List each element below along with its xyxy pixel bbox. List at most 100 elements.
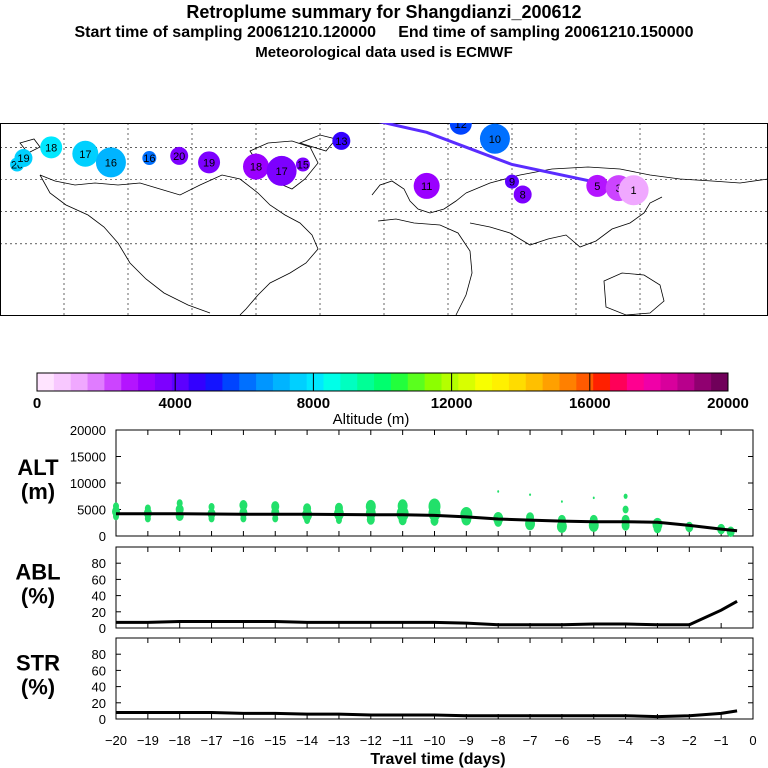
colorbar-swatch xyxy=(390,373,409,391)
colorbar-swatch xyxy=(306,373,325,391)
x-tick-label: −7 xyxy=(523,733,538,748)
colorbar-swatch xyxy=(660,373,678,391)
cluster-label: 15 xyxy=(297,159,309,171)
x-axis-label: Travel time (days) xyxy=(370,751,505,768)
coast-australia xyxy=(603,272,665,316)
panel-ylabel-unit: (%) xyxy=(21,584,55,609)
altitude-particle-point xyxy=(272,514,279,523)
colorbar-swatch xyxy=(256,373,274,391)
altitude-particle-point xyxy=(497,490,500,493)
plume-cluster: 16 xyxy=(142,151,157,166)
cluster-marker xyxy=(243,153,269,180)
plume-cluster: 12 xyxy=(449,123,472,135)
y-tick-label: 80 xyxy=(92,556,106,571)
x-tick-label: −2 xyxy=(682,733,697,748)
colorbar-swatch xyxy=(711,373,729,391)
cluster-marker xyxy=(198,151,221,174)
cluster-marker xyxy=(142,151,157,166)
sampling-time-subtitle: Start time of sampling 20061210.120000 E… xyxy=(74,24,694,41)
colorbar-swatch xyxy=(559,373,577,391)
panel-ylabel-name: STR xyxy=(16,651,60,676)
y-tick-label: 40 xyxy=(92,680,106,695)
y-tick-label: 15000 xyxy=(70,450,106,465)
cluster-label: 19 xyxy=(203,157,215,169)
y-tick-label: 80 xyxy=(92,647,106,662)
colorbar-swatch xyxy=(188,373,207,391)
altitude-particle-point xyxy=(529,493,532,496)
plume-cluster: 11 xyxy=(413,172,440,199)
plume-cluster: 10 xyxy=(479,123,510,154)
cluster-label: 12 xyxy=(455,123,467,131)
cluster-label: 18 xyxy=(250,162,262,174)
cluster-marker xyxy=(618,175,649,206)
panel-ylabel-unit: (m) xyxy=(21,479,55,504)
x-tick-label: −19 xyxy=(137,733,159,748)
plume-cluster: 19 xyxy=(198,151,221,174)
met-data-subtitle: Meteorological data used is ECMWF xyxy=(255,44,513,61)
panel-ylabel-name: ALT xyxy=(17,455,59,480)
colorbar-swatch xyxy=(593,373,611,391)
x-tick-label: −11 xyxy=(392,733,413,748)
plume-cluster: 1 xyxy=(618,175,649,206)
cluster-marker xyxy=(14,149,33,168)
cluster-marker xyxy=(479,123,510,154)
cluster-marker xyxy=(295,157,310,172)
colorbar-swatch xyxy=(138,373,156,391)
panel-ylabel-unit: (%) xyxy=(21,675,55,700)
colorbar-ticks: 0 4000 8000 12000 16000 20000 xyxy=(33,373,749,412)
plume-cluster: 18 xyxy=(40,136,63,159)
y-tick-label: 40 xyxy=(92,589,106,604)
altitude-particle-point xyxy=(653,522,662,534)
cluster-marker xyxy=(40,136,63,159)
colorbar-tick-label: 12000 xyxy=(431,395,473,412)
colorbar-title: Altitude (m) xyxy=(333,411,410,428)
colorbar-swatch xyxy=(154,373,173,391)
coast-north-america xyxy=(39,174,319,316)
cluster-marker xyxy=(170,146,189,165)
x-tick-label: −4 xyxy=(618,733,633,748)
altitude-particle-point xyxy=(592,496,595,500)
colorbar-swatch xyxy=(576,373,594,391)
plume-cluster: 20 xyxy=(170,146,189,165)
cluster-label: 16 xyxy=(105,157,117,169)
colorbar-tick-label: 0 xyxy=(33,395,41,412)
plume-cluster: 9 xyxy=(505,174,519,189)
series-line-abl xyxy=(116,599,738,627)
x-tick-label: −16 xyxy=(232,733,254,748)
cluster-marker xyxy=(505,174,519,189)
colorbar-swatch xyxy=(475,373,493,391)
altitude-particle-point xyxy=(240,514,247,523)
colorbar-swatch xyxy=(610,373,628,391)
cluster-label: 5 xyxy=(594,181,600,193)
cluster-label: 13 xyxy=(335,136,347,148)
cluster-label: 10 xyxy=(489,134,501,146)
colorbar-swatch xyxy=(492,373,510,391)
cluster-label: 19 xyxy=(17,153,29,165)
y-tick-label: 10000 xyxy=(70,476,106,491)
colorbar-swatch xyxy=(239,373,257,391)
y-tick-label: 20 xyxy=(92,696,106,711)
x-tick-label: −20 xyxy=(105,733,127,748)
x-tick-label: −13 xyxy=(328,733,350,748)
colorbar-swatch xyxy=(53,373,72,391)
x-tick-label: 0 xyxy=(749,733,756,748)
x-tick-label: −12 xyxy=(360,733,382,748)
altitude-particle-point xyxy=(366,514,375,525)
plume-cluster: 17 xyxy=(72,140,99,167)
chart-title: Retroplume summary for Shangdianzi_20061… xyxy=(186,2,582,22)
cluster-label: 16 xyxy=(143,153,155,165)
cluster-label: 1 xyxy=(631,185,637,197)
colorbar-swatch xyxy=(643,373,662,391)
colorbar-swatch xyxy=(340,373,358,391)
altitude-particle-point xyxy=(428,505,441,522)
altitude-particle-point xyxy=(144,514,151,523)
cluster-marker xyxy=(449,123,472,135)
cluster-label: 20 xyxy=(173,151,185,163)
plume-cluster: 16 xyxy=(95,147,126,178)
cluster-marker xyxy=(413,172,440,199)
colorbar-swatch xyxy=(289,373,308,391)
colorbar-swatch xyxy=(121,373,139,391)
cluster-label: 17 xyxy=(79,149,91,161)
altitude-particle-point xyxy=(556,519,567,533)
